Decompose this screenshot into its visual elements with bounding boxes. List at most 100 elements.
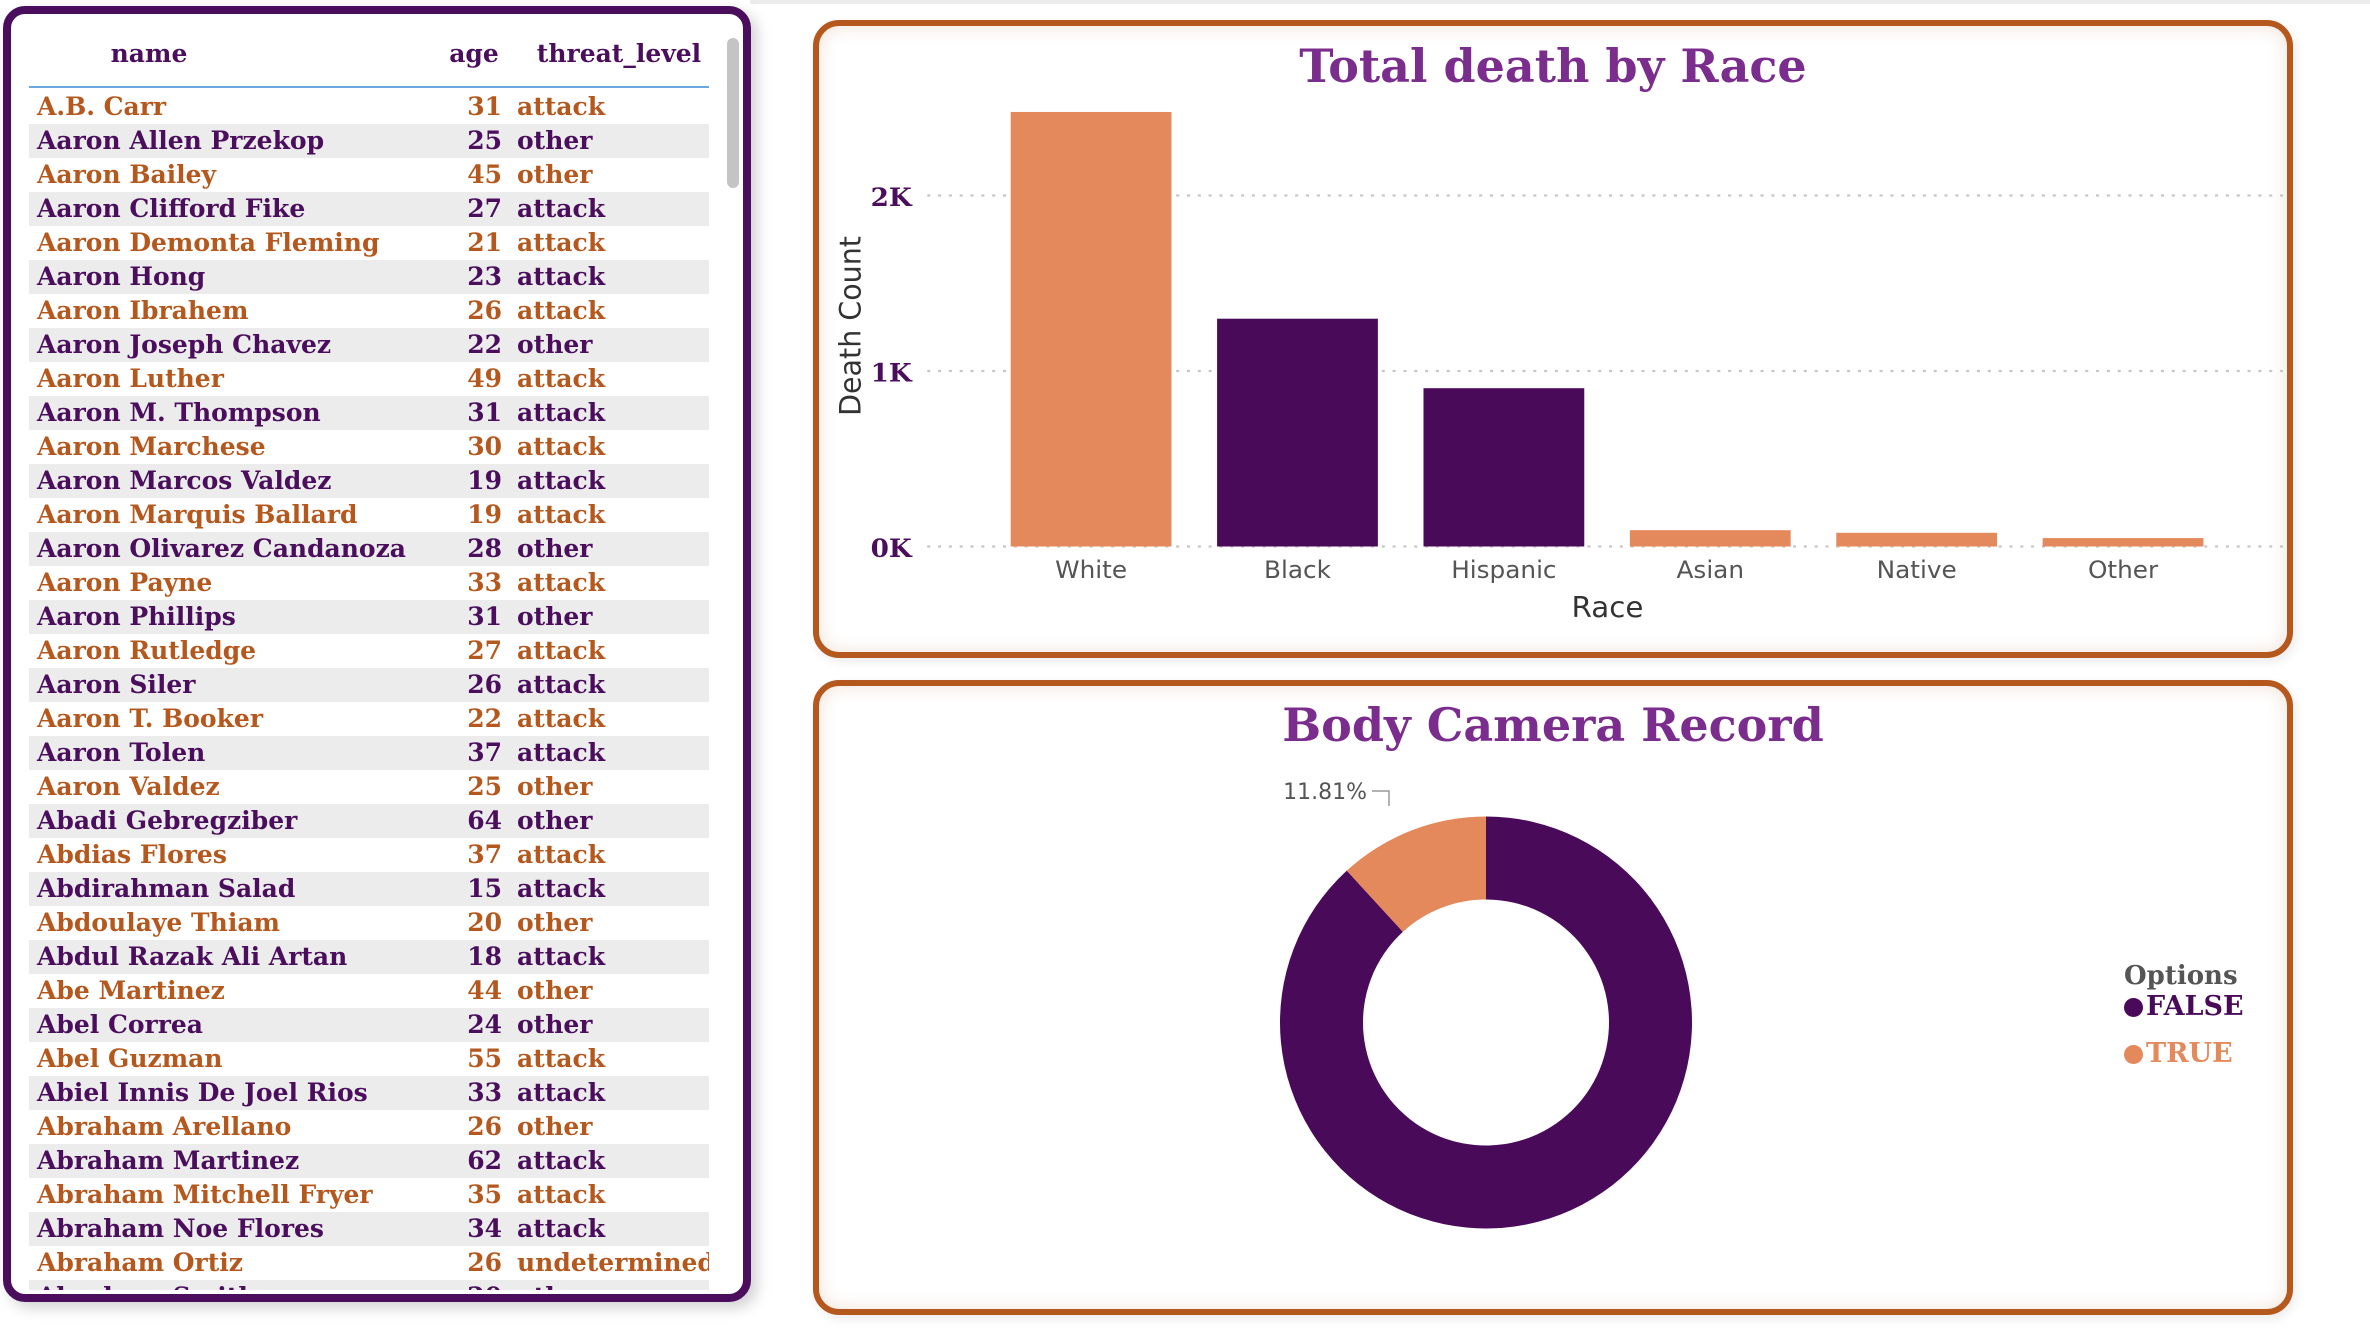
cell-threat-level: other	[517, 976, 593, 1005]
cell-age: 33	[467, 568, 502, 597]
legend-item-true[interactable]: TRUE	[2124, 1038, 2233, 1069]
cell-age: 33	[467, 1078, 502, 1107]
bar-chart-title: Total death by Race	[1299, 39, 1807, 93]
bar-black[interactable]	[1217, 318, 1378, 547]
cell-threat-level: attack	[517, 398, 606, 427]
table-row[interactable]: Aaron Payne 33 attack	[29, 566, 709, 600]
bar-hispanic[interactable]	[1423, 388, 1585, 547]
cell-age: 31	[467, 398, 502, 427]
cell-age: 24	[467, 1010, 502, 1039]
leader-line	[1372, 790, 1390, 806]
donut-slice-false[interactable]	[1280, 816, 1692, 1229]
cell-threat-level: attack	[517, 432, 606, 461]
donut-slice-true[interactable]	[1346, 816, 1486, 932]
table-row[interactable]: Aaron M. Thompson 31 attack	[29, 396, 709, 430]
x-tick-label: Hispanic	[1451, 555, 1556, 584]
cell-threat-level: other	[517, 126, 593, 155]
cell-threat-level: other	[517, 330, 593, 359]
cell-name: Aaron Payne	[37, 568, 213, 597]
table-row[interactable]: Abdias Flores 37 attack	[29, 838, 709, 872]
cell-age: 37	[467, 738, 502, 767]
y-axis-title: Death Count	[833, 236, 868, 416]
table-row[interactable]: Abraham Smith 20 other	[29, 1280, 709, 1290]
table-row[interactable]: Aaron Luther 49 attack	[29, 362, 709, 396]
table-row[interactable]: A.B. Carr 31 attack	[29, 90, 709, 124]
cell-name: Abraham Ortiz	[37, 1248, 243, 1277]
cell-name: Aaron Rutledge	[37, 636, 257, 665]
table-scrollbar[interactable]	[727, 38, 739, 188]
column-header-age[interactable]: age	[449, 39, 499, 68]
table-row[interactable]: Aaron Olivarez Candanoza 28 other	[29, 532, 709, 566]
table-row[interactable]: Abdoulaye Thiam 20 other	[29, 906, 709, 940]
cell-age: 20	[439, 1282, 502, 1290]
table-row[interactable]: Abadi Gebregziber 64 other	[29, 804, 709, 838]
cell-threat-level: other	[517, 1112, 593, 1141]
table-row[interactable]: Aaron Marquis Ballard 19 attack	[29, 498, 709, 532]
table-row[interactable]: Aaron T. Booker 22 attack	[29, 702, 709, 736]
column-header-name[interactable]: name	[110, 39, 188, 68]
table-row[interactable]: Aaron Marchese 30 attack	[29, 430, 709, 464]
bar-white[interactable]	[1010, 111, 1172, 547]
table-row[interactable]: Aaron Phillips 31 other	[29, 600, 709, 634]
cell-threat-level: attack	[517, 466, 606, 495]
cell-threat-level: attack	[517, 636, 606, 665]
cell-age: 18	[467, 942, 502, 971]
table-row[interactable]: Abel Correa 24 other	[29, 1008, 709, 1042]
cell-threat-level: attack	[517, 568, 606, 597]
table-row[interactable]: Abdul Razak Ali Artan 18 attack	[29, 940, 709, 974]
table-row[interactable]: Aaron Bailey 45 other	[29, 158, 709, 192]
bar-asian[interactable]	[1629, 530, 1791, 547]
donut-chart-panel: Body Camera Record 88.19%11.81% Options …	[813, 680, 2293, 1315]
cell-age: 28	[467, 534, 502, 563]
cell-name: Aaron Luther	[37, 364, 224, 393]
table-row[interactable]: Aaron Allen Przekop 25 other	[29, 124, 709, 158]
table-row[interactable]: Aaron Valdez 25 other	[29, 770, 709, 804]
cell-age: 20	[467, 908, 502, 937]
cell-age: 26	[467, 296, 502, 325]
table-row[interactable]: Aaron Ibrahem 26 attack	[29, 294, 709, 328]
table-row[interactable]: Aaron Rutledge 27 attack	[29, 634, 709, 668]
cell-name: Aaron Marcos Valdez	[37, 466, 332, 495]
table-panel[interactable]: name age threat_level A.B. Carr 31 attack A…	[3, 6, 751, 1302]
cell-name: Aaron M. Thompson	[37, 398, 321, 427]
legend-marker-false	[2124, 998, 2143, 1017]
table-row[interactable]: Aaron Marcos Valdez 19 attack	[29, 464, 709, 498]
legend-title: Options	[2124, 961, 2238, 991]
bar-native[interactable]	[1836, 532, 1998, 547]
bar-other[interactable]	[2042, 538, 2204, 547]
cell-name: Aaron Demonta Fleming	[37, 228, 380, 257]
cell-name: Aaron Bailey	[37, 160, 217, 189]
cell-threat-level: attack	[517, 262, 606, 291]
cell-age: 21	[467, 228, 502, 257]
cell-name: Aaron Marquis Ballard	[37, 500, 358, 529]
cell-name: Aaron Phillips	[37, 602, 236, 631]
table-row[interactable]: Aaron Siler 26 attack	[29, 668, 709, 702]
table-row[interactable]: Abraham Mitchell Fryer 35 attack	[29, 1178, 709, 1212]
table-row[interactable]: Aaron Hong 23 attack	[29, 260, 709, 294]
cell-name: Abdirahman Salad	[37, 874, 296, 903]
table-row[interactable]: Abiel Innis De Joel Rios 33 attack	[29, 1076, 709, 1110]
column-header-threat-level[interactable]: threat_level	[536, 39, 702, 68]
table-row[interactable]: Aaron Clifford Fike 27 attack	[29, 192, 709, 226]
x-tick-label: Other	[2088, 555, 2159, 584]
cell-name: Abdul Razak Ali Artan	[37, 942, 348, 971]
cell-threat-level: attack	[517, 874, 606, 903]
table-row[interactable]: Abe Martinez 44 other	[29, 974, 709, 1008]
table-row[interactable]: Abel Guzman 55 attack	[29, 1042, 709, 1076]
table-row[interactable]: Aaron Tolen 37 attack	[29, 736, 709, 770]
table-row[interactable]: Abraham Arellano 26 other	[29, 1110, 709, 1144]
table-row[interactable]: Aaron Demonta Fleming 21 attack	[29, 226, 709, 260]
table-row[interactable]: Abraham Noe Flores 34 attack	[29, 1212, 709, 1246]
table-row[interactable]: Abdirahman Salad 15 attack	[29, 872, 709, 906]
cell-name: Aaron Hong	[37, 262, 206, 291]
cell-name: Abdoulaye Thiam	[37, 908, 280, 937]
cell-age: 62	[467, 1146, 502, 1175]
table-row[interactable]: Aaron Joseph Chavez 22 other	[29, 328, 709, 362]
legend-item-false[interactable]: FALSE	[2124, 991, 2244, 1022]
cell-name: Aaron Valdez	[37, 772, 220, 801]
table-row[interactable]: Abraham Martinez 62 attack	[29, 1144, 709, 1178]
cell-name: Aaron Joseph Chavez	[37, 330, 332, 359]
table-row[interactable]: Abraham Ortiz 26 undetermined	[29, 1246, 709, 1280]
y-tick-label: 1K	[871, 359, 914, 389]
cell-threat-level: undetermined	[517, 1248, 709, 1277]
